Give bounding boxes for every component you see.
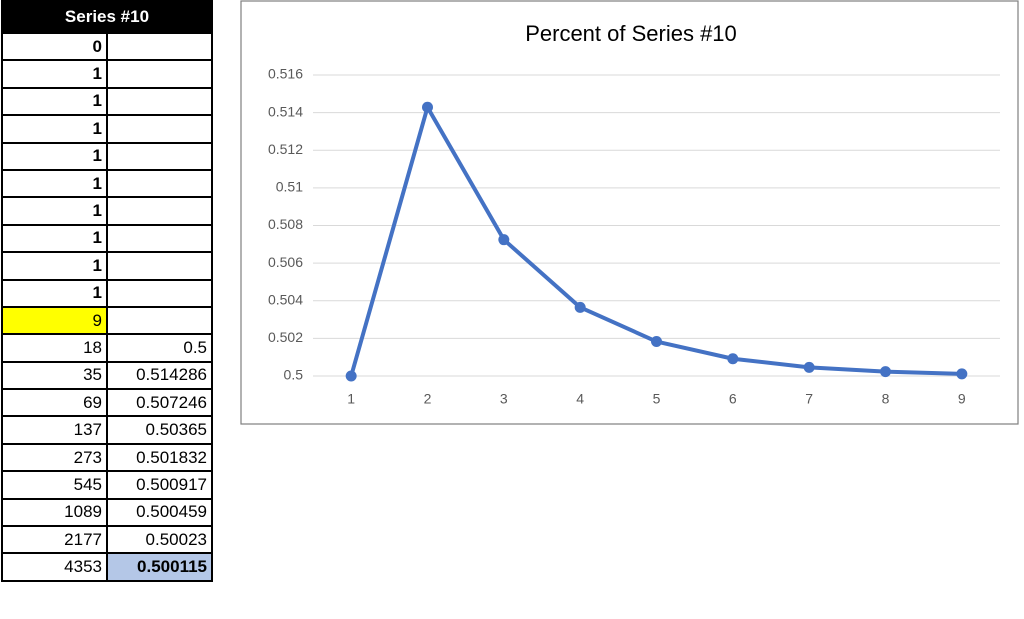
table-cell: 1 xyxy=(1,141,108,171)
table-cell: 0.500459 xyxy=(106,497,213,528)
table-cell: 35 xyxy=(1,360,108,391)
table-row: 137 0.50365 xyxy=(1,415,213,445)
y-tick-label: 0.51 xyxy=(276,179,303,195)
table-row: 1 xyxy=(1,114,213,144)
table-row: 1 xyxy=(1,196,213,226)
table-header: Series #10 xyxy=(1,0,213,34)
table-row: 273 0.501832 xyxy=(1,442,213,473)
table-cell: 0.500917 xyxy=(106,470,213,500)
x-tick-label: 7 xyxy=(805,391,813,407)
table-cell: 0 xyxy=(1,31,108,62)
table-cell xyxy=(106,168,213,199)
table-cell: 1 xyxy=(1,251,108,281)
table-row: 2177 0.50023 xyxy=(1,525,213,555)
table-cell xyxy=(106,86,213,117)
y-tick-label: 0.512 xyxy=(268,141,303,157)
y-tick-label: 0.506 xyxy=(268,254,303,270)
data-point xyxy=(422,101,433,113)
table-cell: 273 xyxy=(1,442,108,473)
data-point xyxy=(574,301,586,313)
table-row: 69 0.507246 xyxy=(1,388,213,418)
table-cell xyxy=(106,114,213,144)
y-tick-label: 0.514 xyxy=(268,103,303,119)
table-cell: 0.500115 xyxy=(106,552,213,582)
data-point xyxy=(498,234,510,246)
data-point xyxy=(727,353,739,365)
x-tick-label: 2 xyxy=(424,391,432,407)
x-tick-label: 4 xyxy=(576,391,584,407)
y-tick-label: 0.504 xyxy=(268,291,303,307)
table-cell: 545 xyxy=(1,470,108,500)
table-row: 9 xyxy=(1,305,213,336)
chart-border xyxy=(240,0,1019,425)
table-cell xyxy=(106,251,213,281)
table-row: 0 xyxy=(1,31,213,62)
table-row: 1 xyxy=(1,59,213,89)
x-tick-label: 6 xyxy=(729,391,737,407)
table-cell: 4353 xyxy=(1,552,108,582)
table-cell: 1089 xyxy=(1,497,108,528)
table-row: 1 xyxy=(1,141,213,171)
data-point xyxy=(803,361,815,373)
x-tick-label: 1 xyxy=(347,391,355,407)
table-cell xyxy=(106,31,213,62)
data-point xyxy=(345,370,357,382)
data-point xyxy=(956,368,968,380)
table-cell: 9 xyxy=(1,305,108,336)
data-point xyxy=(880,366,891,378)
table-cell xyxy=(106,305,213,336)
table-cell xyxy=(106,223,213,254)
table-row: 1 xyxy=(1,168,213,199)
table-row: 545 0.500917 xyxy=(1,470,213,500)
y-tick-label: 0.516 xyxy=(268,66,303,82)
y-tick-label: 0.508 xyxy=(268,216,303,232)
table-cell xyxy=(106,141,213,171)
table-cell: 1 xyxy=(1,278,108,308)
table-cell: 1 xyxy=(1,168,108,199)
table-cell: 2177 xyxy=(1,525,108,555)
table-row: 4353 0.500115 xyxy=(1,552,213,582)
table-cell: 0.50023 xyxy=(106,525,213,555)
table-row: 35 0.514286 xyxy=(1,360,213,391)
table-cell xyxy=(106,278,213,308)
table-row: 18 0.5 xyxy=(1,333,213,363)
chart: Percent of Series #10 0.5 0.502 0.504 0.506… xyxy=(240,0,1019,425)
data-point xyxy=(651,336,662,348)
table-cell: 1 xyxy=(1,59,108,89)
data-table: Series #10 0 1 1 1 1 1 1 1 1 1 9 18 0.5 35 0.514286 69 0… xyxy=(1,0,213,582)
y-tick-label: 0.5 xyxy=(284,367,304,383)
table-cell: 1 xyxy=(1,196,108,226)
table-cell: 18 xyxy=(1,333,108,363)
table-cell: 69 xyxy=(1,388,108,418)
x-tick-label: 8 xyxy=(882,391,890,407)
y-tick-label: 0.502 xyxy=(268,329,303,345)
table-row: 1 xyxy=(1,86,213,117)
table-row: 1089 0.500459 xyxy=(1,497,213,528)
table-cell: 0.5 xyxy=(106,333,213,363)
x-tick-label: 5 xyxy=(653,391,661,407)
table-cell: 1 xyxy=(1,114,108,144)
table-cell: 1 xyxy=(1,223,108,254)
table-cell: 0.514286 xyxy=(106,360,213,391)
x-tick-label: 3 xyxy=(500,391,508,407)
chart-title: Percent of Series #10 xyxy=(525,21,737,46)
table-cell: 0.507246 xyxy=(106,388,213,418)
table-cell: 0.501832 xyxy=(106,442,213,473)
table-cell xyxy=(106,196,213,226)
table-row: 1 xyxy=(1,251,213,281)
table-cell: 1 xyxy=(1,86,108,117)
table-row: 1 xyxy=(1,278,213,308)
x-tick-label: 9 xyxy=(958,391,966,407)
table-cell: 0.50365 xyxy=(106,415,213,445)
table-row: 1 xyxy=(1,223,213,254)
table-cell: 137 xyxy=(1,415,108,445)
table-cell xyxy=(106,59,213,89)
